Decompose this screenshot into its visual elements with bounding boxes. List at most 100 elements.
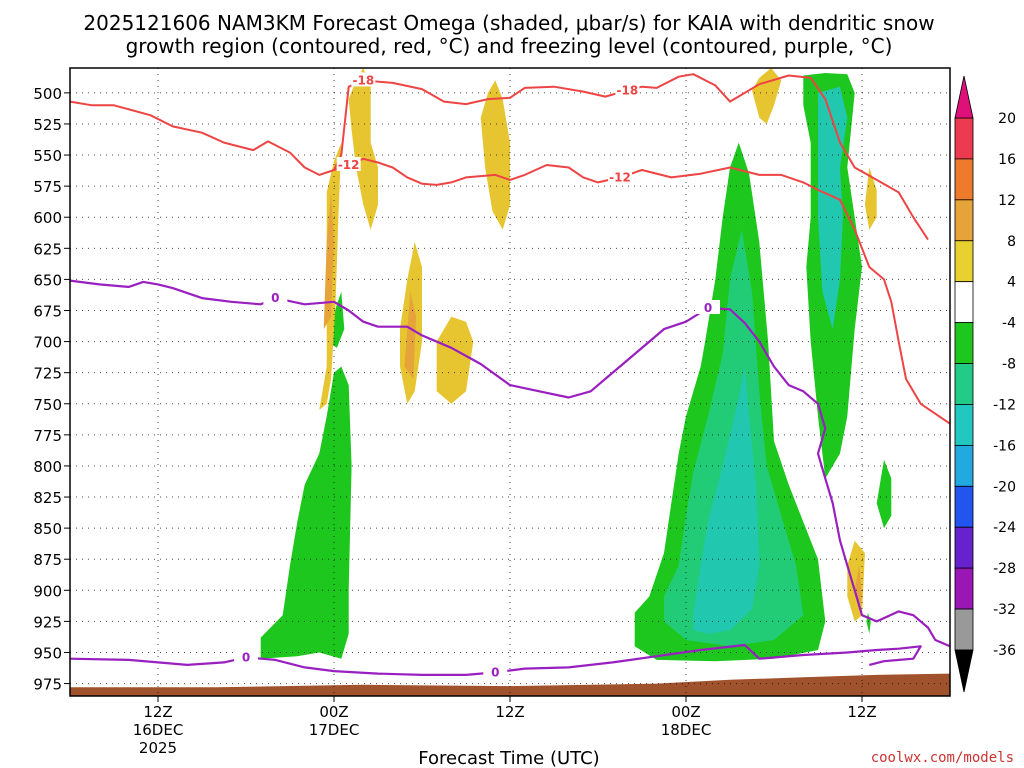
- y-tick-label: 650: [33, 271, 62, 289]
- contour-label-bg: [696, 300, 720, 315]
- contour-label-bg: [615, 82, 640, 97]
- colorbar-band: [954, 240, 974, 283]
- x-tick-label: 16DEC: [133, 721, 184, 739]
- colorbar-label: 12: [998, 193, 1016, 209]
- x-tick-label: 12Z: [143, 703, 172, 721]
- contour-label: 0: [704, 301, 712, 315]
- omega-shaded-regions: [260, 68, 892, 662]
- colorbar-label: -20: [993, 479, 1016, 495]
- y-axis-ticks: 500 525 550 575 600 625 650 675 700 725 750 775 800 8…: [33, 85, 70, 694]
- omega-region-15: [864, 167, 877, 230]
- x-tick-label: 12Z: [495, 703, 524, 721]
- colorbar-label: -28: [993, 561, 1016, 577]
- dgz-contour-0: [69, 73, 929, 241]
- colorbar-bottom-arrow: [954, 649, 974, 693]
- omega-region-7: [876, 459, 892, 529]
- colorbar-label: -16: [993, 438, 1016, 454]
- x-tick-label: 18DEC: [661, 721, 712, 739]
- contour-label-bg: [263, 290, 288, 305]
- colorbar-label: 16: [998, 152, 1016, 168]
- y-tick-label: 775: [33, 427, 62, 445]
- y-tick-label: 525: [33, 116, 62, 134]
- colorbar-label: 20: [998, 111, 1016, 127]
- contour-label-bg: [351, 72, 376, 87]
- y-tick-label: 975: [33, 676, 62, 694]
- plot-frame: [69, 67, 951, 697]
- colorbar-band: [954, 526, 974, 569]
- colorbar-label: -32: [993, 602, 1016, 618]
- ground-layer: [70, 673, 950, 696]
- colorbar-label: 8: [1007, 234, 1016, 250]
- contour-label-bg: [483, 664, 508, 679]
- omega-region-10: [348, 68, 378, 230]
- omega-region-19: [854, 565, 862, 609]
- x-axis-label: Forecast Time (UTC): [418, 748, 599, 768]
- omega-region-6: [818, 86, 848, 330]
- contour-label: 0: [491, 665, 499, 679]
- colorbar-band: [954, 158, 974, 201]
- colorbar-label: -36: [993, 643, 1016, 659]
- colorbar-label: 4: [1007, 275, 1016, 291]
- contour-label: 0: [271, 291, 279, 305]
- y-tick-label: 825: [33, 489, 62, 507]
- contour-label-bg: [608, 169, 632, 184]
- colorbar-band: [954, 281, 974, 324]
- contour-label: -12: [609, 170, 631, 184]
- x-tick-label: 00Z: [319, 703, 348, 721]
- credit-link[interactable]: coolwx.com/models: [871, 750, 1014, 766]
- x-tick-label: 17DEC: [309, 721, 360, 739]
- y-tick-label: 850: [33, 520, 62, 538]
- omega-region-4: [693, 366, 760, 634]
- y-tick-label: 875: [33, 551, 62, 569]
- colorbar-band: [954, 404, 974, 446]
- ground-surface: [70, 673, 950, 696]
- x-tick-label: 2025: [139, 739, 177, 757]
- y-tick-label: 600: [33, 209, 62, 227]
- y-tick-label: 950: [33, 644, 62, 662]
- colorbar-band: [954, 485, 974, 528]
- y-tick-label: 925: [33, 613, 62, 631]
- colorbar-band: [954, 444, 974, 487]
- colorbar-band: [954, 322, 974, 364]
- colorbar: 20 16 12 8 4 -4 -8 -12 -16 -20 -24 -28 -32 -36: [954, 75, 1016, 693]
- x-tick-label: 12Z: [847, 703, 876, 721]
- x-tick-label: 00Z: [671, 703, 700, 721]
- colorbar-band: [954, 199, 974, 242]
- colorbar-label: -4: [1002, 316, 1016, 332]
- contour-label-bg: [234, 649, 258, 664]
- contour-label: -12: [338, 158, 360, 172]
- contour-label: 0: [242, 650, 250, 664]
- contour-label: -18: [616, 83, 638, 97]
- y-tick-label: 625: [33, 240, 62, 258]
- colorbar-label: -24: [993, 520, 1016, 536]
- omega-region-0: [260, 366, 352, 659]
- colorbar-label: -8: [1002, 357, 1016, 373]
- omega-region-14: [752, 68, 782, 124]
- y-tick-label: 575: [33, 178, 62, 196]
- contour-label-bg: [336, 156, 361, 171]
- colorbar-band: [954, 363, 974, 405]
- omega-region-13: [480, 80, 510, 230]
- y-tick-label: 700: [33, 334, 62, 352]
- omega-region-18: [404, 291, 417, 379]
- colorbar-band: [954, 567, 974, 610]
- omega-region-12: [436, 316, 474, 404]
- y-tick-label: 800: [33, 458, 62, 476]
- y-tick-label: 725: [33, 365, 62, 383]
- y-tick-label: 675: [33, 302, 62, 320]
- y-tick-label: 500: [33, 85, 62, 103]
- y-tick-label: 550: [33, 147, 62, 165]
- y-tick-label: 750: [33, 396, 62, 414]
- chart-title-line-2: growth region (contoured, red, °C) and f…: [126, 34, 893, 58]
- y-tick-label: 900: [33, 582, 62, 600]
- contour-lines: -18 -18 -12 -12 0 0 0 0: [69, 72, 951, 679]
- colorbar-band: [954, 117, 974, 160]
- colorbar-band: [954, 608, 974, 651]
- colorbar-label: -12: [993, 397, 1016, 413]
- chart-title-line-1: 2025121606 NAM3KM Forecast Omega (shaded…: [83, 11, 934, 35]
- colorbar-top-arrow: [954, 75, 974, 119]
- contour-label: -18: [352, 73, 374, 87]
- omega-region-17: [323, 192, 334, 330]
